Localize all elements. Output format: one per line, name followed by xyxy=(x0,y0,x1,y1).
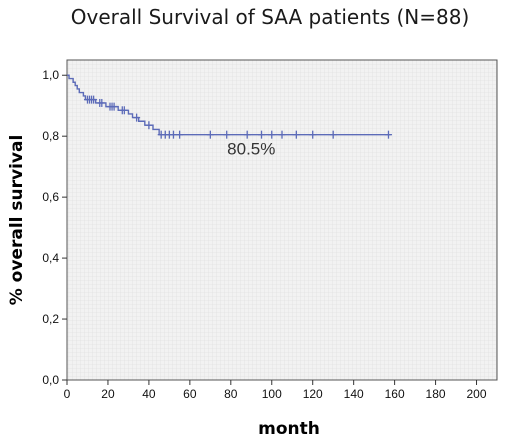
x-tick-label: 200 xyxy=(467,387,487,401)
censor-mark xyxy=(384,130,392,139)
censor-mark xyxy=(110,102,118,111)
censor-mark xyxy=(176,130,184,139)
x-tick-label: 180 xyxy=(426,387,446,401)
censor-mark xyxy=(169,130,177,139)
censor-mark xyxy=(278,130,286,139)
y-tick-label: 0,4 xyxy=(42,251,59,265)
x-axis-ticks: 0 20 40 60 80 100 120 140 160 180 200 xyxy=(64,380,487,401)
censor-mark xyxy=(268,130,276,139)
censor-mark xyxy=(309,130,317,139)
x-tick-label: 40 xyxy=(142,387,156,401)
censor-mark xyxy=(206,130,214,139)
x-tick-label: 80 xyxy=(224,387,238,401)
survival-annotation: 80.5% xyxy=(227,139,275,158)
censor-mark xyxy=(145,121,153,130)
y-tick-label: 0,6 xyxy=(42,190,59,204)
y-tick-label: 0,2 xyxy=(42,312,59,326)
censor-mark xyxy=(292,130,300,139)
x-tick-label: 0 xyxy=(64,387,71,401)
censor-mark xyxy=(243,130,251,139)
y-axis-label: % overall survival xyxy=(7,135,27,306)
x-tick-label: 20 xyxy=(101,387,115,401)
censor-mark xyxy=(258,130,266,139)
y-tick-label: 0,8 xyxy=(42,129,59,143)
censor-mark xyxy=(329,130,337,139)
censor-mark xyxy=(223,130,231,139)
censor-mark xyxy=(90,95,98,104)
x-tick-label: 100 xyxy=(262,387,282,401)
x-tick-label: 140 xyxy=(344,387,364,401)
chart-title: Overall Survival of SAA patients (N=88) xyxy=(71,5,470,29)
x-tick-label: 120 xyxy=(303,387,323,401)
x-axis-label: month xyxy=(258,419,320,439)
survival-series xyxy=(67,74,392,139)
y-axis-ticks: 0,0 0,2 0,4 0,6 0,8 1,0 xyxy=(42,68,67,387)
x-tick-label: 60 xyxy=(183,387,197,401)
y-tick-label: 0,0 xyxy=(42,373,59,387)
y-tick-label: 1,0 xyxy=(42,68,59,82)
plot-area xyxy=(66,59,498,381)
censor-mark xyxy=(133,113,141,122)
censor-mark xyxy=(98,98,106,107)
censor-mark xyxy=(120,106,128,115)
x-tick-label: 160 xyxy=(385,387,405,401)
